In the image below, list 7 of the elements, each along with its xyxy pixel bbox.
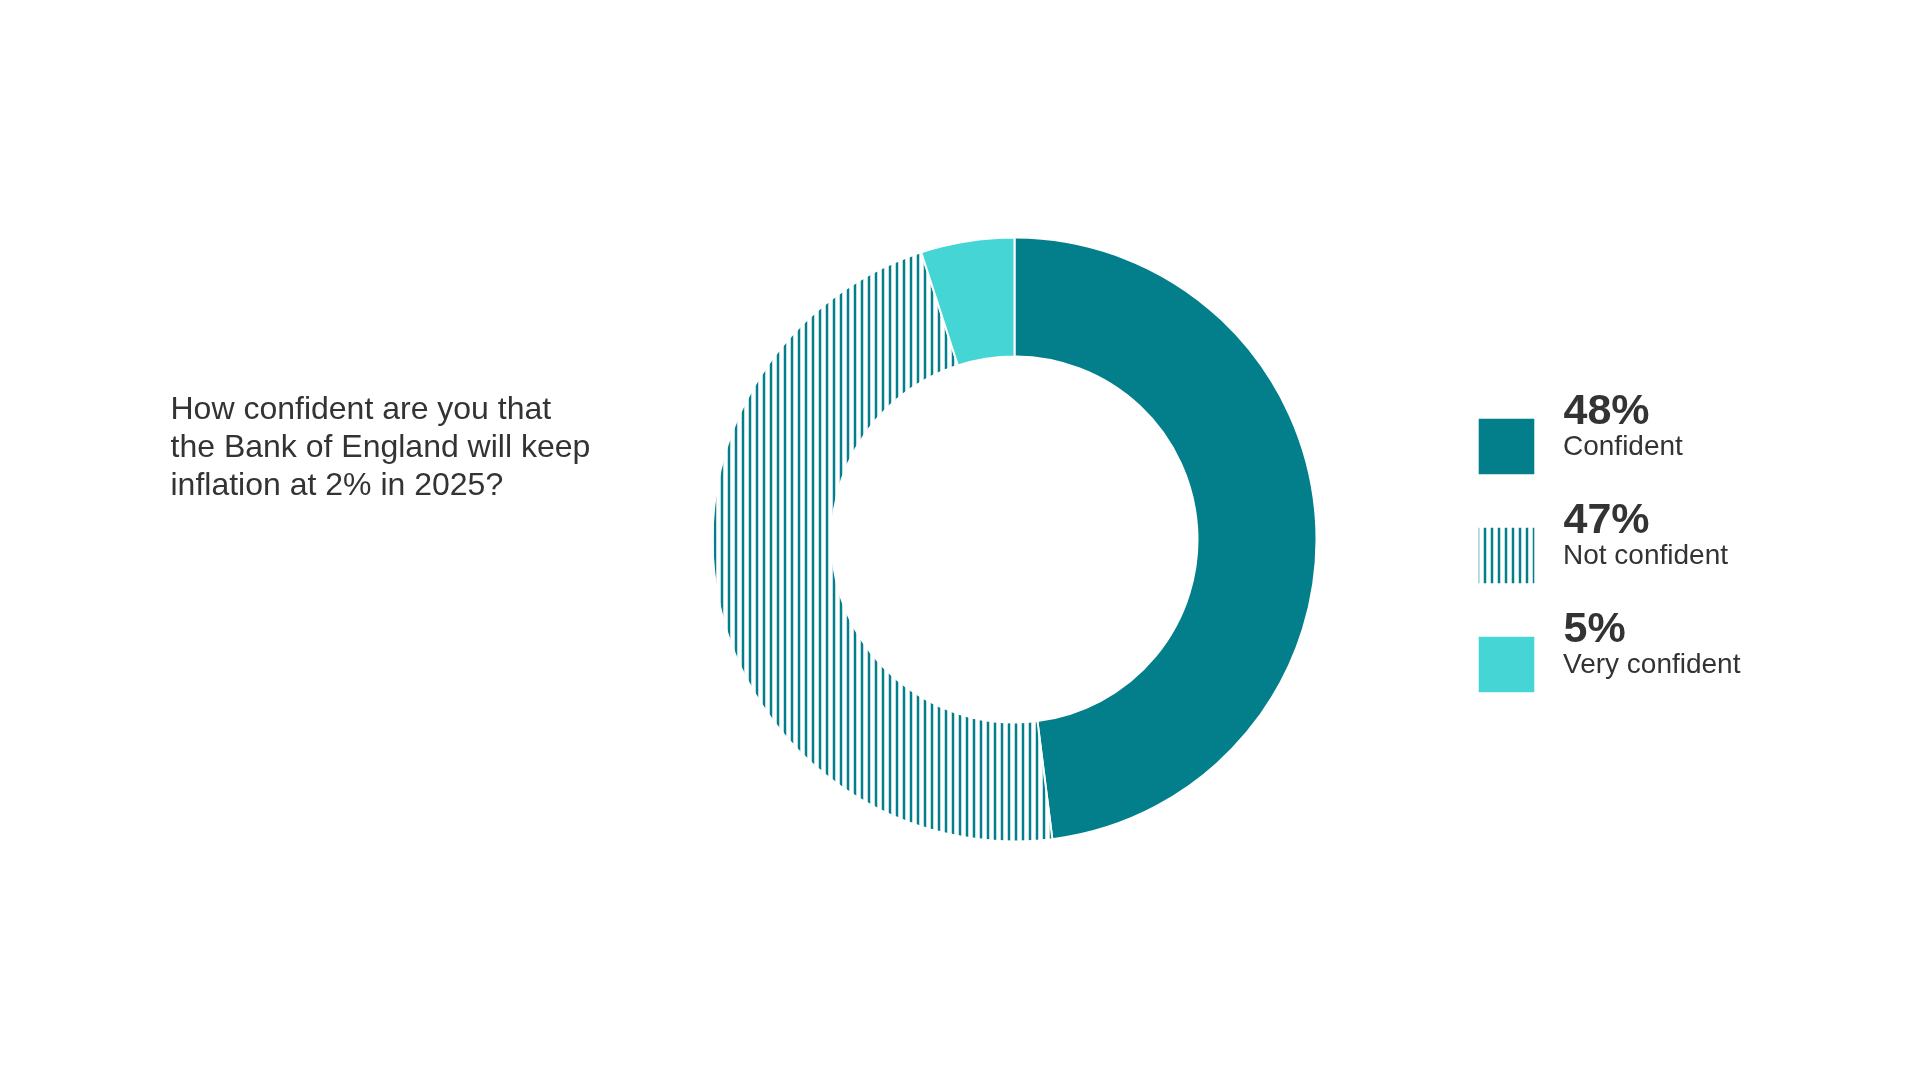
legend-label: Confident: [1563, 430, 1683, 462]
text: How confident are you that the Bank of England will keep inflation at 2% in 2025?: [170, 389, 591, 502]
data-label: 47%: [1563, 493, 1650, 542]
legend-label: Not confident: [1563, 539, 1728, 571]
data-label: 5%: [1563, 602, 1626, 651]
legend-label: Very confident: [1563, 648, 1741, 680]
data-label: 48%: [1563, 384, 1650, 433]
